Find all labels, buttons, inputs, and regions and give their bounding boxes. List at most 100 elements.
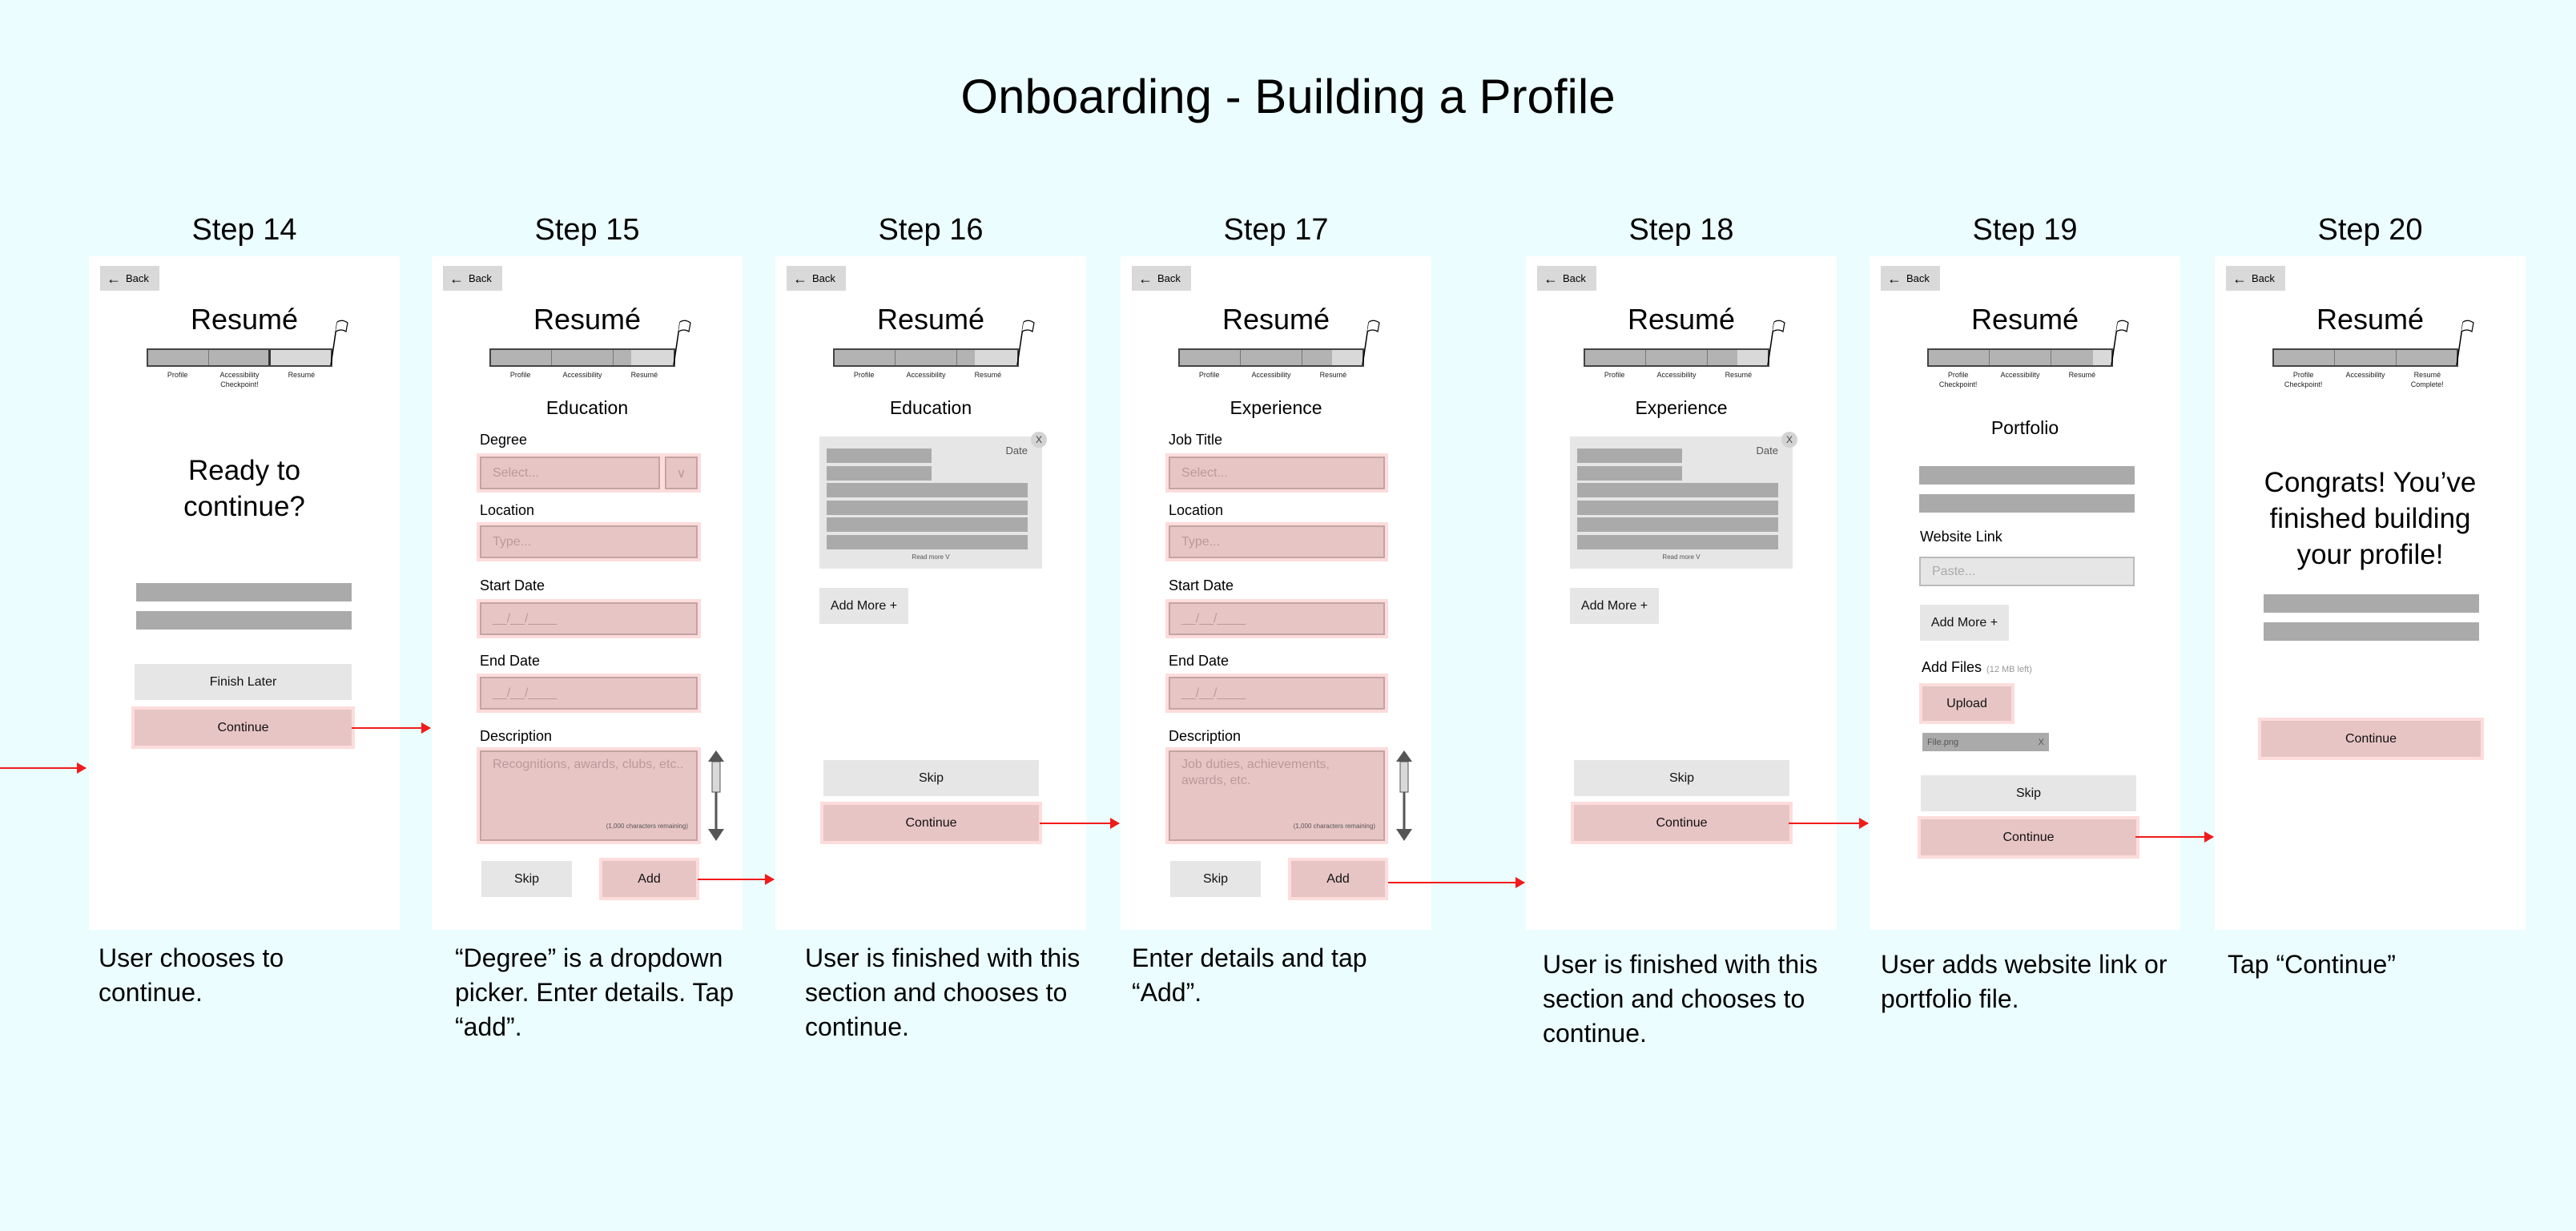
flag-icon bbox=[673, 320, 691, 366]
continue-button[interactable]: Continue bbox=[135, 710, 352, 746]
section-heading: Education bbox=[545, 397, 629, 418]
scroll-arrows-icon[interactable] bbox=[1395, 750, 1414, 841]
placeholder-bar bbox=[827, 483, 1028, 497]
progress-label: Resumé bbox=[288, 371, 316, 379]
job-title-select[interactable]: Select... bbox=[1169, 457, 1385, 489]
skip-button[interactable]: Skip bbox=[1921, 775, 2136, 811]
progress-segment bbox=[148, 350, 209, 365]
degree-select[interactable]: Select... bbox=[480, 457, 660, 489]
placeholder-bar bbox=[1577, 483, 1778, 497]
screen-title: Resumé bbox=[533, 303, 642, 336]
skip-button[interactable]: Skip bbox=[1170, 861, 1261, 897]
chevron-down-icon[interactable]: ∨ bbox=[665, 457, 698, 489]
progress-segment bbox=[1241, 350, 1302, 365]
back-button[interactable]: ← Back bbox=[2226, 266, 2285, 291]
close-icon[interactable]: X bbox=[1781, 432, 1797, 448]
add-button[interactable]: Add bbox=[602, 861, 696, 897]
step-label: Step 20 bbox=[2317, 213, 2423, 247]
progress-fill bbox=[1707, 350, 1738, 365]
progress-labels: Profile Accessibility Resumé bbox=[833, 370, 1019, 380]
screen-step-14: ← Back Resumé Profile Accessibility Checkp… bbox=[89, 256, 400, 930]
progress-segment bbox=[1707, 350, 1768, 365]
prompt-text: Ready to continue? bbox=[183, 455, 305, 522]
description-textarea[interactable]: Job duties, achievements, awards, etc. (1… bbox=[1169, 750, 1385, 841]
continue-button[interactable]: Continue bbox=[823, 805, 1039, 841]
progress-segment bbox=[2051, 350, 2111, 365]
location-input[interactable]: Type... bbox=[1169, 525, 1385, 558]
progress-segment bbox=[1646, 350, 1708, 365]
flow-arrow bbox=[352, 722, 431, 734]
arrow-left-icon: ← bbox=[107, 270, 121, 287]
scroll-arrows-icon[interactable] bbox=[706, 750, 726, 841]
add-more-button[interactable]: Add More + bbox=[1920, 605, 2009, 641]
progress-segment bbox=[2274, 350, 2336, 365]
description-textarea[interactable]: Recognitions, awards, clubs, etc.. (1,000… bbox=[480, 750, 698, 841]
end-date-input[interactable]: __/__/____ bbox=[1169, 677, 1385, 710]
website-link-input[interactable]: Paste... bbox=[1919, 557, 2135, 586]
flow-arrow bbox=[1040, 818, 1120, 829]
step-label: Step 19 bbox=[1972, 213, 2078, 247]
add-button[interactable]: Add bbox=[1291, 861, 1385, 897]
progress-fill bbox=[2051, 350, 2094, 365]
skip-button[interactable]: Skip bbox=[823, 760, 1039, 796]
screen-title: Resumé bbox=[1222, 303, 1330, 336]
start-date-input[interactable]: __/__/____ bbox=[480, 602, 698, 635]
placeholder-bar bbox=[827, 535, 1028, 549]
end-date-label: End Date bbox=[1169, 653, 1230, 669]
progress-bar bbox=[147, 348, 332, 367]
card-date: Date bbox=[1756, 445, 1778, 457]
read-more-link[interactable]: Read more V bbox=[912, 553, 950, 561]
screen-step-15: ← Back Resumé Profile Accessibility Resumé … bbox=[432, 256, 743, 930]
progress-label: Accessibility bbox=[906, 371, 946, 379]
progress-label: Resumé bbox=[2068, 371, 2096, 379]
degree-label: Degree bbox=[480, 432, 528, 448]
progress-bar bbox=[1927, 348, 2113, 367]
progress-labels: Profile Checkpoint! Accessibility Resumé bbox=[1927, 370, 2113, 389]
placeholder-bar bbox=[827, 517, 1028, 532]
section-heading: Portfolio bbox=[1990, 417, 2059, 438]
screen-step-20: ← Back Resumé Profile Checkpoint! Accessib… bbox=[2215, 256, 2526, 930]
back-button[interactable]: ← Back bbox=[100, 266, 159, 291]
flow-arrow bbox=[0, 762, 87, 774]
add-more-button[interactable]: Add More + bbox=[819, 588, 908, 624]
remove-file-icon[interactable]: X bbox=[2038, 737, 2044, 747]
finish-later-button[interactable]: Finish Later bbox=[135, 664, 352, 700]
back-label: Back bbox=[1563, 272, 1586, 284]
entry-card[interactable]: Date X Read more V bbox=[1570, 432, 1797, 569]
characters-remaining: (1,000 characters remaining) bbox=[606, 823, 688, 830]
description-label: Description bbox=[1169, 728, 1242, 744]
add-more-button[interactable]: Add More + bbox=[1570, 588, 1659, 624]
progress-label: Profile Checkpoint! bbox=[1938, 371, 1978, 388]
upload-button[interactable]: Upload bbox=[1922, 686, 2011, 721]
flow-arrow bbox=[2135, 831, 2214, 843]
step-label: Step 18 bbox=[1628, 213, 1734, 247]
placeholder-bar bbox=[1577, 466, 1682, 481]
entry-card[interactable]: Date X Read more V bbox=[819, 432, 1047, 569]
congrats-text: Congrats! You’ve finished building your … bbox=[2264, 467, 2477, 570]
file-name: File.png bbox=[1927, 737, 1959, 747]
progress-label: Accessibility bbox=[1656, 371, 1697, 379]
progress-segment bbox=[613, 350, 674, 365]
continue-button[interactable]: Continue bbox=[2261, 721, 2481, 757]
arrow-left-icon: ← bbox=[1887, 270, 1902, 287]
progress-bar bbox=[489, 348, 675, 367]
end-date-input[interactable]: __/__/____ bbox=[480, 677, 698, 710]
back-button[interactable]: ← Back bbox=[1132, 266, 1191, 291]
progress-segment bbox=[896, 350, 957, 365]
continue-button[interactable]: Continue bbox=[1921, 819, 2136, 855]
back-button[interactable]: ← Back bbox=[443, 266, 502, 291]
website-link-label: Website Link bbox=[1920, 529, 2002, 545]
close-icon[interactable]: X bbox=[1031, 432, 1047, 448]
location-input[interactable]: Type... bbox=[480, 525, 698, 558]
back-button[interactable]: ← Back bbox=[787, 266, 846, 291]
read-more-link[interactable]: Read more V bbox=[1662, 553, 1701, 561]
skip-button[interactable]: Skip bbox=[1574, 760, 1789, 796]
back-button[interactable]: ← Back bbox=[1881, 266, 1940, 291]
skip-button[interactable]: Skip bbox=[481, 861, 572, 897]
description-placeholder: Recognitions, awards, clubs, etc.. bbox=[493, 758, 684, 771]
section-heading: Experience bbox=[1230, 397, 1322, 418]
back-button[interactable]: ← Back bbox=[1537, 266, 1596, 291]
continue-button[interactable]: Continue bbox=[1574, 805, 1789, 841]
progress-fill bbox=[1302, 350, 1333, 365]
start-date-input[interactable]: __/__/____ bbox=[1169, 602, 1385, 635]
